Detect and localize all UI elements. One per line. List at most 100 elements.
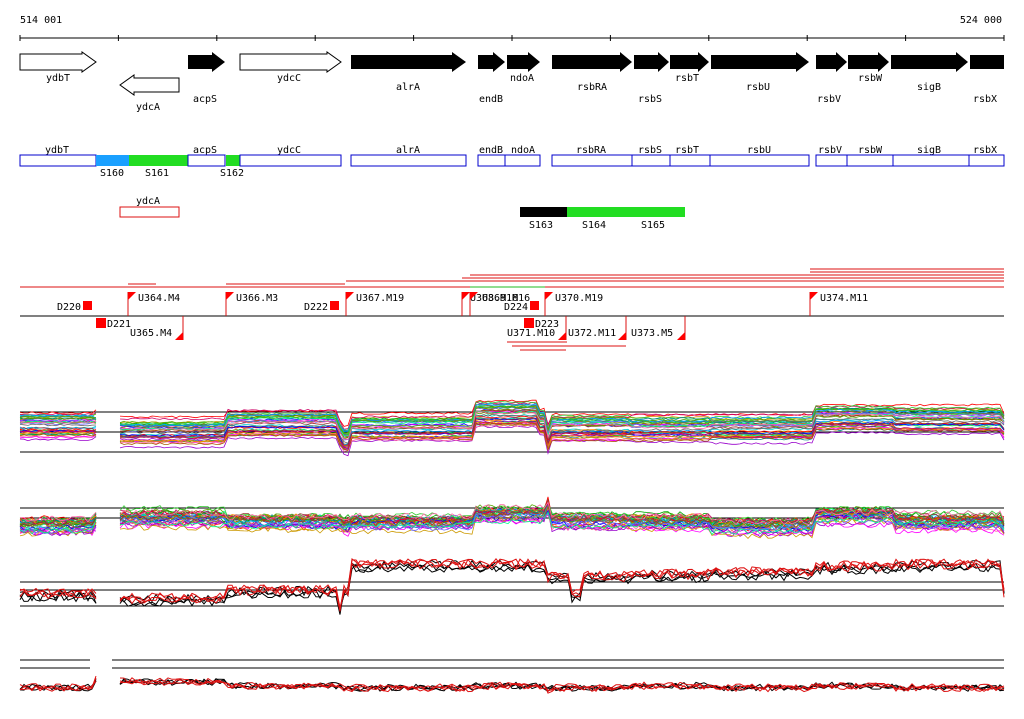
gene-arrow-rsbW[interactable] xyxy=(848,52,889,72)
operon-label-acpS: acpS xyxy=(193,145,217,156)
gene-arrow-ydbT[interactable] xyxy=(19,51,97,73)
expression-curve xyxy=(19,417,1005,446)
marker-label-U365: U365.M4 xyxy=(130,328,172,339)
expression-curve xyxy=(19,677,1005,693)
marker-label-U372: U372.M11 xyxy=(568,328,616,339)
reverse-track: ydcA S163 S164 S165 xyxy=(119,196,685,231)
marker-flag-U374[interactable] xyxy=(810,292,818,300)
segment-S164-S165[interactable] xyxy=(567,207,685,217)
expression-curve xyxy=(19,557,1005,609)
gene-label-rsbT: rsbT xyxy=(675,73,699,84)
marker-flag-U366[interactable] xyxy=(226,292,234,300)
expression-curve xyxy=(19,413,1005,444)
operon-box-rsbT[interactable] xyxy=(669,154,711,167)
marker-label-U368: U368.M16 xyxy=(470,293,518,304)
expression-curve xyxy=(19,679,1005,694)
marker-flag-U369[interactable] xyxy=(470,292,478,300)
gene-label-ydcA: ydcA xyxy=(136,102,160,113)
marker-label-U364: U364.M4 xyxy=(138,293,180,304)
d-marker-D223[interactable] xyxy=(524,318,534,328)
operon-label-endB: endB xyxy=(479,145,503,156)
operon-box-rsbS[interactable] xyxy=(631,154,671,167)
marker-label-U367: U367.M19 xyxy=(356,293,404,304)
operon-box-ydbT[interactable] xyxy=(19,154,97,167)
marker-label-U370: U370.M19 xyxy=(555,293,603,304)
marker-label-U374: U374.M11 xyxy=(820,293,868,304)
operon-label-ydcC: ydcC xyxy=(277,145,301,156)
d-label-D220: D220 xyxy=(57,302,81,313)
gene-arrow-ydcC[interactable] xyxy=(239,51,342,73)
marker-label-U371: U371.M10 xyxy=(507,328,555,339)
marker-flag-U370[interactable] xyxy=(545,292,553,300)
operon-box-rsbRA[interactable] xyxy=(551,154,633,167)
expression-curve xyxy=(19,406,1005,436)
d-label-D221: D221 xyxy=(107,319,131,330)
marker-flag-U367[interactable] xyxy=(346,292,354,300)
gene-arrow-ndoA[interactable] xyxy=(507,52,540,72)
operon-box-rsbU[interactable] xyxy=(709,154,810,167)
operon-label-rsbRA: rsbRA xyxy=(576,145,606,156)
operon-label-rsbV: rsbV xyxy=(818,145,842,156)
operon-label-rsbS: rsbS xyxy=(638,145,662,156)
operon-label-rsbX: rsbX xyxy=(973,145,997,156)
gene-arrow-rsbX[interactable] xyxy=(970,55,1004,69)
segment-S160[interactable] xyxy=(96,155,129,166)
expression-curve xyxy=(19,411,1005,440)
gene-arrow-rsbV[interactable] xyxy=(816,52,847,72)
expression-curve xyxy=(19,501,1005,526)
operon-box-rsbX[interactable] xyxy=(968,154,1005,167)
marker-flag-U365[interactable] xyxy=(175,332,183,340)
d-marker-D220[interactable] xyxy=(83,301,92,310)
segment-S163[interactable] xyxy=(520,207,567,217)
marker-label-U373: U373.M5 xyxy=(631,328,673,339)
segment-S161[interactable] xyxy=(129,155,188,166)
d-marker-D224[interactable] xyxy=(530,301,539,310)
segment-label-S160: S160 xyxy=(100,168,124,179)
gene-arrow-endB[interactable] xyxy=(478,52,505,72)
segment-S162[interactable] xyxy=(226,155,240,166)
operon-box-acpS[interactable] xyxy=(187,154,226,167)
expression-curve xyxy=(19,422,1005,452)
marker-flag-U372[interactable] xyxy=(618,332,626,340)
reverse-box-label: ydcA xyxy=(136,196,160,207)
operon-box-alrA[interactable] xyxy=(350,154,467,167)
marker-label-U366: U366.M3 xyxy=(236,293,278,304)
operon-box-rsbV[interactable] xyxy=(815,154,848,167)
gene-arrow-sigB[interactable] xyxy=(891,52,968,72)
segment-label-S161: S161 xyxy=(145,168,169,179)
gene-label-rsbRA: rsbRA xyxy=(577,82,607,93)
expression-curve xyxy=(19,559,1005,608)
operon-label-rsbT: rsbT xyxy=(675,145,699,156)
marker-flag-U368[interactable] xyxy=(462,292,470,300)
d-marker-D221[interactable] xyxy=(96,318,106,328)
gene-label-rsbW: rsbW xyxy=(858,73,883,84)
gene-arrow-alrA[interactable] xyxy=(351,52,466,72)
operon-box-ndoA[interactable] xyxy=(504,154,541,167)
gene-arrow-ydcA[interactable] xyxy=(119,74,180,96)
gene-arrow-rsbS[interactable] xyxy=(634,52,669,72)
d-label-D223: D223 xyxy=(535,319,559,330)
reverse-box-ydcA[interactable] xyxy=(119,206,180,218)
d-marker-D222[interactable] xyxy=(330,301,339,310)
marker-flag-U364[interactable] xyxy=(128,292,136,300)
marker-flag-U373[interactable] xyxy=(677,332,685,340)
marker-flag-U371[interactable] xyxy=(558,332,566,340)
gene-arrow-rsbU[interactable] xyxy=(711,52,809,72)
gene-label-ydbT: ydbT xyxy=(46,73,70,84)
operon-box-endB[interactable] xyxy=(477,154,506,167)
gene-arrow-acpS[interactable] xyxy=(188,52,225,72)
operon-box-ydcC[interactable] xyxy=(239,154,342,167)
gene-label-ydcC: ydcC xyxy=(277,73,301,84)
operon-box-sigB[interactable] xyxy=(892,154,970,167)
operon-label-rsbW: rsbW xyxy=(858,145,883,156)
operon-label-ndoA: ndoA xyxy=(511,145,535,156)
operon-box-rsbW[interactable] xyxy=(846,154,894,167)
expression-curve xyxy=(19,403,1005,432)
gene-arrow-rsbT[interactable] xyxy=(670,52,709,72)
gene-label-rsbS: rsbS xyxy=(638,94,662,105)
coord-start: 514 001 xyxy=(20,15,62,26)
expression-track-1 xyxy=(19,399,1005,457)
expression-curve xyxy=(19,421,1005,447)
gene-arrow-rsbRA[interactable] xyxy=(552,52,632,72)
expression-track-4 xyxy=(19,659,1005,694)
